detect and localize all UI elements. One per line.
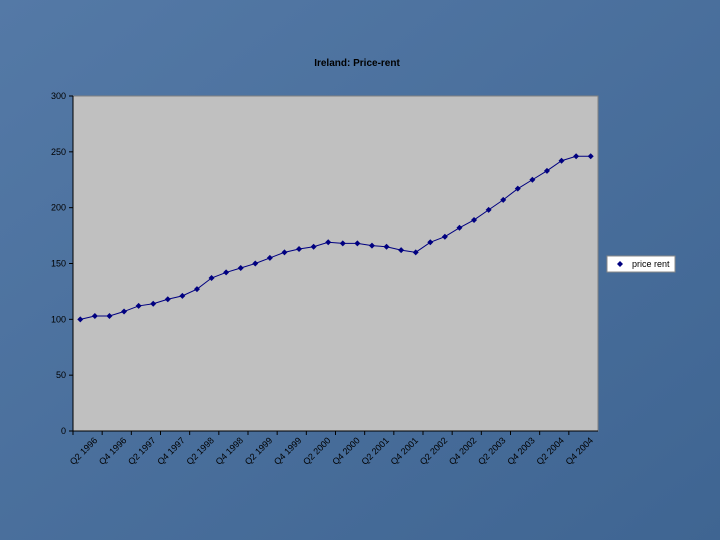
point [427, 239, 434, 246]
point [121, 308, 128, 315]
point [325, 239, 332, 246]
y-tick-label: 250 [51, 147, 66, 157]
point [310, 243, 317, 250]
y-tick-label: 50 [56, 370, 66, 380]
chart-title: Ireland: Price-rent [314, 58, 400, 69]
point [412, 249, 419, 256]
point [543, 167, 550, 174]
point [441, 233, 448, 240]
point [266, 254, 273, 261]
point [354, 240, 361, 247]
point [339, 240, 346, 247]
point [281, 249, 288, 256]
point [383, 243, 390, 250]
point [529, 176, 536, 183]
point [91, 312, 98, 319]
point [106, 312, 113, 319]
point [368, 242, 375, 249]
point [456, 224, 463, 231]
y-tick-label: 100 [51, 314, 66, 324]
legend-box [606, 255, 676, 273]
point [77, 316, 84, 323]
y-tick-label: 150 [51, 259, 66, 269]
legend-marker [617, 261, 623, 267]
point [573, 153, 580, 160]
point [485, 206, 492, 213]
point [135, 302, 142, 309]
point [471, 216, 478, 223]
point [500, 196, 507, 203]
point [150, 300, 157, 307]
point [514, 185, 521, 192]
point [164, 296, 171, 303]
plot-area [72, 95, 599, 432]
y-tick-label: 0 [61, 426, 66, 436]
point [398, 247, 405, 254]
y-tick-label: 200 [51, 203, 66, 213]
point [179, 292, 186, 299]
point [296, 245, 303, 252]
series-line [80, 155, 591, 320]
point [208, 275, 215, 282]
point [587, 153, 594, 160]
point [223, 269, 230, 276]
legend-label: price rent [632, 259, 670, 269]
point [193, 286, 200, 293]
point [558, 157, 565, 164]
point [237, 264, 244, 271]
y-tick-label: 300 [51, 91, 66, 101]
point [252, 260, 259, 267]
